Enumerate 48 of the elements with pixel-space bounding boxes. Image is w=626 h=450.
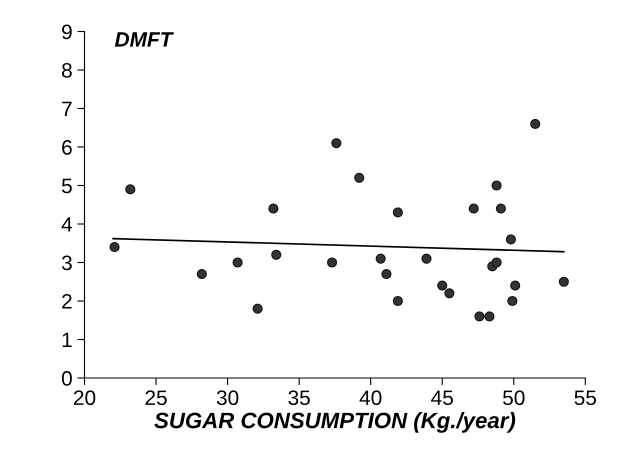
y-tick-label: 9: [62, 24, 72, 40]
x-tick-label: 55: [574, 390, 596, 406]
point: [437, 280, 448, 291]
point: [268, 204, 278, 214]
point: [381, 268, 392, 280]
point: [271, 250, 282, 260]
point: [558, 276, 569, 287]
point: [496, 204, 506, 214]
y-tick-label: 6: [62, 140, 72, 155]
point: [506, 234, 516, 244]
point: [252, 304, 263, 314]
x-tick-label: 45: [431, 390, 453, 406]
y-tick-label: 7: [62, 102, 72, 116]
y-tick-label: 5: [62, 178, 72, 194]
point: [196, 268, 207, 280]
point: [110, 242, 120, 252]
x-tick-label: 40: [360, 390, 382, 406]
x-tick-label: 35: [288, 390, 310, 406]
point: [492, 257, 502, 268]
x-tick-label: 30: [216, 390, 238, 406]
point: [474, 311, 484, 322]
point: [354, 172, 364, 183]
point: [507, 296, 518, 306]
point: [331, 138, 342, 148]
y-tick-label: 4: [62, 217, 72, 232]
point: [125, 184, 136, 194]
y-tick-label: 2: [62, 294, 72, 309]
y-tick-label: 1: [62, 332, 72, 348]
point: [392, 296, 403, 306]
chart-title: DMFT: [114, 32, 174, 47]
point: [484, 311, 494, 322]
point: [530, 118, 540, 129]
point: [444, 288, 454, 298]
point: [421, 254, 432, 264]
x-tick-label: 20: [74, 390, 96, 406]
point: [510, 280, 520, 291]
y-tick-label: 8: [62, 63, 72, 78]
point: [376, 254, 386, 264]
point: [468, 204, 479, 214]
x-tick-label: 25: [146, 390, 167, 406]
point: [326, 257, 338, 268]
x-tick-label: 50: [503, 390, 525, 406]
point: [392, 207, 403, 218]
y-tick-label: 0: [62, 371, 72, 386]
point: [232, 257, 243, 268]
x-axis-title: SUGAR CONSUMPTION (Kg./year): [154, 412, 516, 433]
y-tick-label: 3: [62, 256, 72, 270]
point: [492, 180, 502, 191]
